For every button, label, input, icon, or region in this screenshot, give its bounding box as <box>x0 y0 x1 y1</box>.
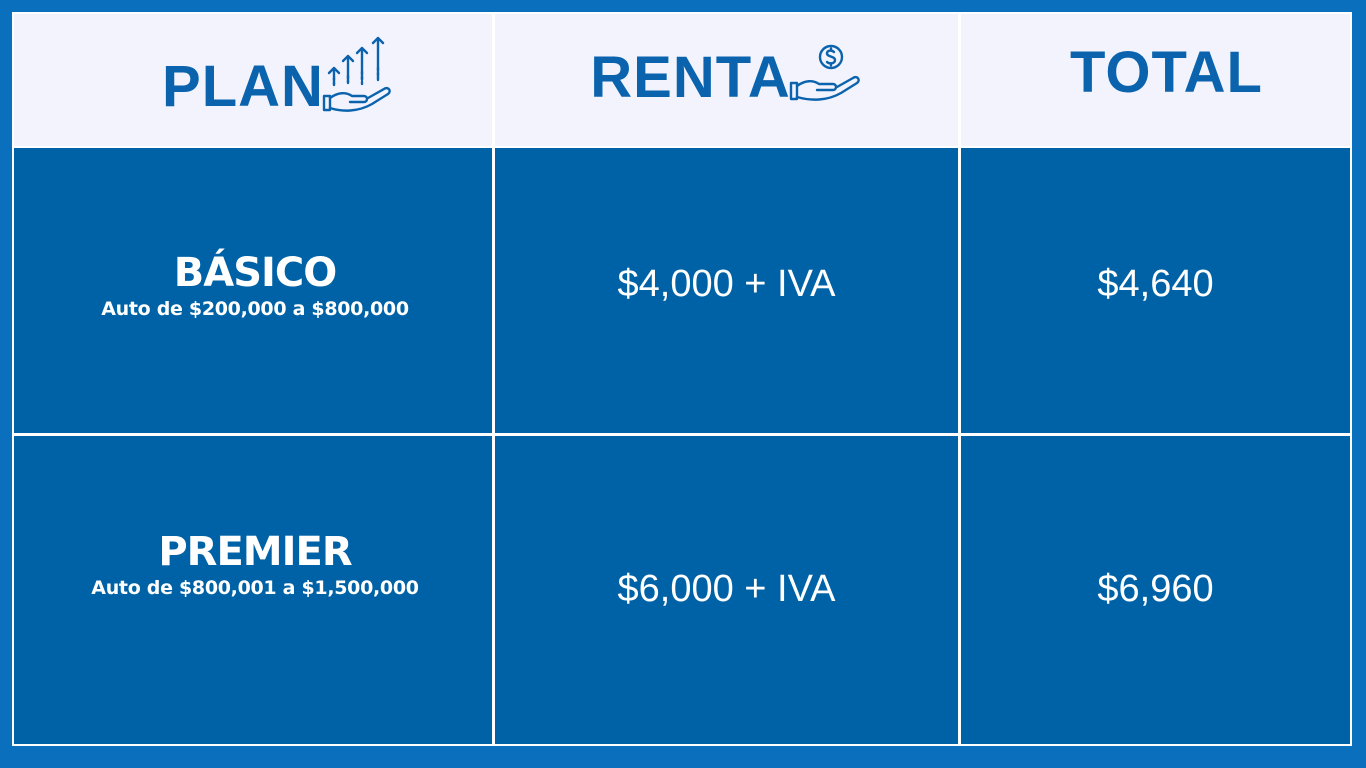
renta-cell: $6,000 + IVA <box>495 436 958 744</box>
renta-value: $4,000 + IVA <box>617 263 836 305</box>
plan-name: BÁSICO <box>173 249 337 296</box>
plan-description: Auto de $200,000 a $800,000 <box>101 297 409 320</box>
header-total-label: TOTAL <box>1070 39 1263 105</box>
total-value: $4,640 <box>1097 263 1214 305</box>
renta-cell: $4,000 + IVA <box>495 148 958 433</box>
hand-growth-arrows-icon <box>322 34 394 114</box>
pricing-table: PLAN <box>12 12 1352 746</box>
header-total: TOTAL <box>961 14 1350 146</box>
total-cell: $6,960 <box>961 436 1350 744</box>
total-cell: $4,640 <box>961 148 1350 433</box>
header-plan-label: PLAN <box>162 54 324 119</box>
plan-description: Auto de $800,001 a $1,500,000 <box>91 577 419 599</box>
hand-coin-icon <box>789 43 863 105</box>
header-plan: PLAN <box>14 14 492 146</box>
table-row: PREMIER Auto de $800,001 a $1,500,000 <box>14 436 492 744</box>
header-renta: RENTA <box>495 14 958 146</box>
total-value: $6,960 <box>1097 567 1214 610</box>
plan-name: PREMIER <box>158 529 352 575</box>
header-renta-label: RENTA <box>590 45 791 110</box>
renta-value: $6,000 + IVA <box>617 567 836 610</box>
table-row: BÁSICO Auto de $200,000 a $800,000 <box>14 148 492 433</box>
